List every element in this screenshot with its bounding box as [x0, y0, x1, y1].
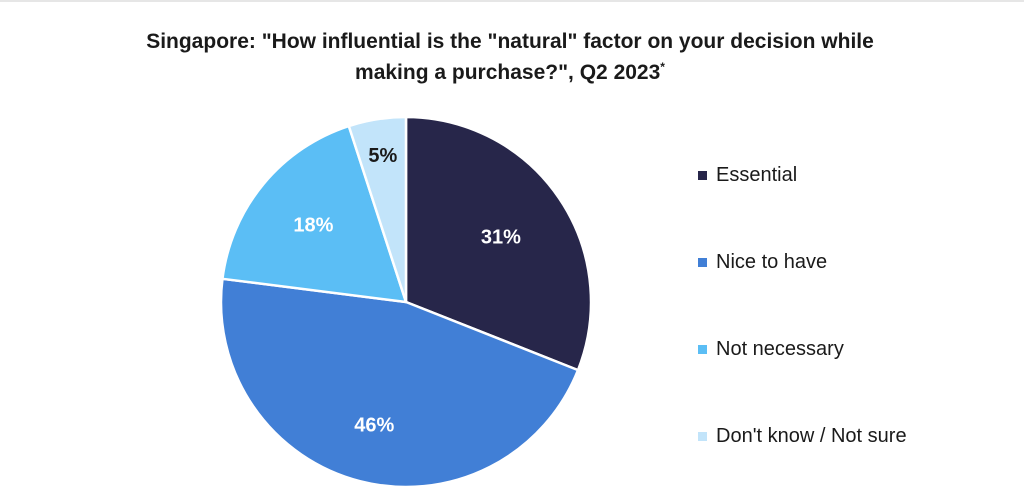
slice-label-nice-to-have: 46% — [354, 415, 394, 437]
legend-swatch — [698, 257, 707, 267]
pie-slice-don-t-know-not-sure — [347, 115, 408, 304]
top-divider — [0, 0, 1024, 2]
slice-label-don-t-know-not-sure: 5% — [368, 145, 397, 167]
legend-label: Nice to have — [716, 250, 828, 273]
legend-item-nice-to-have: Nice to have — [698, 247, 827, 277]
pie-slice-nice-to-have — [219, 277, 580, 489]
chart-title-line-1: Singapore: "How influential is the "natu… — [146, 30, 874, 53]
legend-item-don-t-know-not-sure: Don't know / Not sure — [698, 421, 907, 451]
pie-slice-essential — [404, 115, 593, 372]
chart-title: Singapore: "How influential is the "natu… — [60, 26, 960, 88]
legend-swatch — [698, 344, 707, 354]
legend-item-essential: Essential — [698, 160, 797, 190]
slice-label-not-necessary: 18% — [293, 214, 333, 236]
legend-swatch — [698, 431, 707, 441]
legend-item-not-necessary: Not necessary — [698, 334, 844, 364]
legend-label: Not necessary — [716, 337, 844, 360]
slice-label-essential: 31% — [481, 227, 521, 249]
title-footnote-mark: * — [660, 60, 665, 74]
pie-slice-not-necessary — [221, 124, 408, 304]
legend-label: Don't know / Not sure — [716, 424, 907, 447]
legend-label: Essential — [716, 163, 798, 186]
legend-swatch — [698, 170, 707, 180]
chart-title-line-2: making a purchase?", Q2 2023 — [355, 61, 661, 84]
